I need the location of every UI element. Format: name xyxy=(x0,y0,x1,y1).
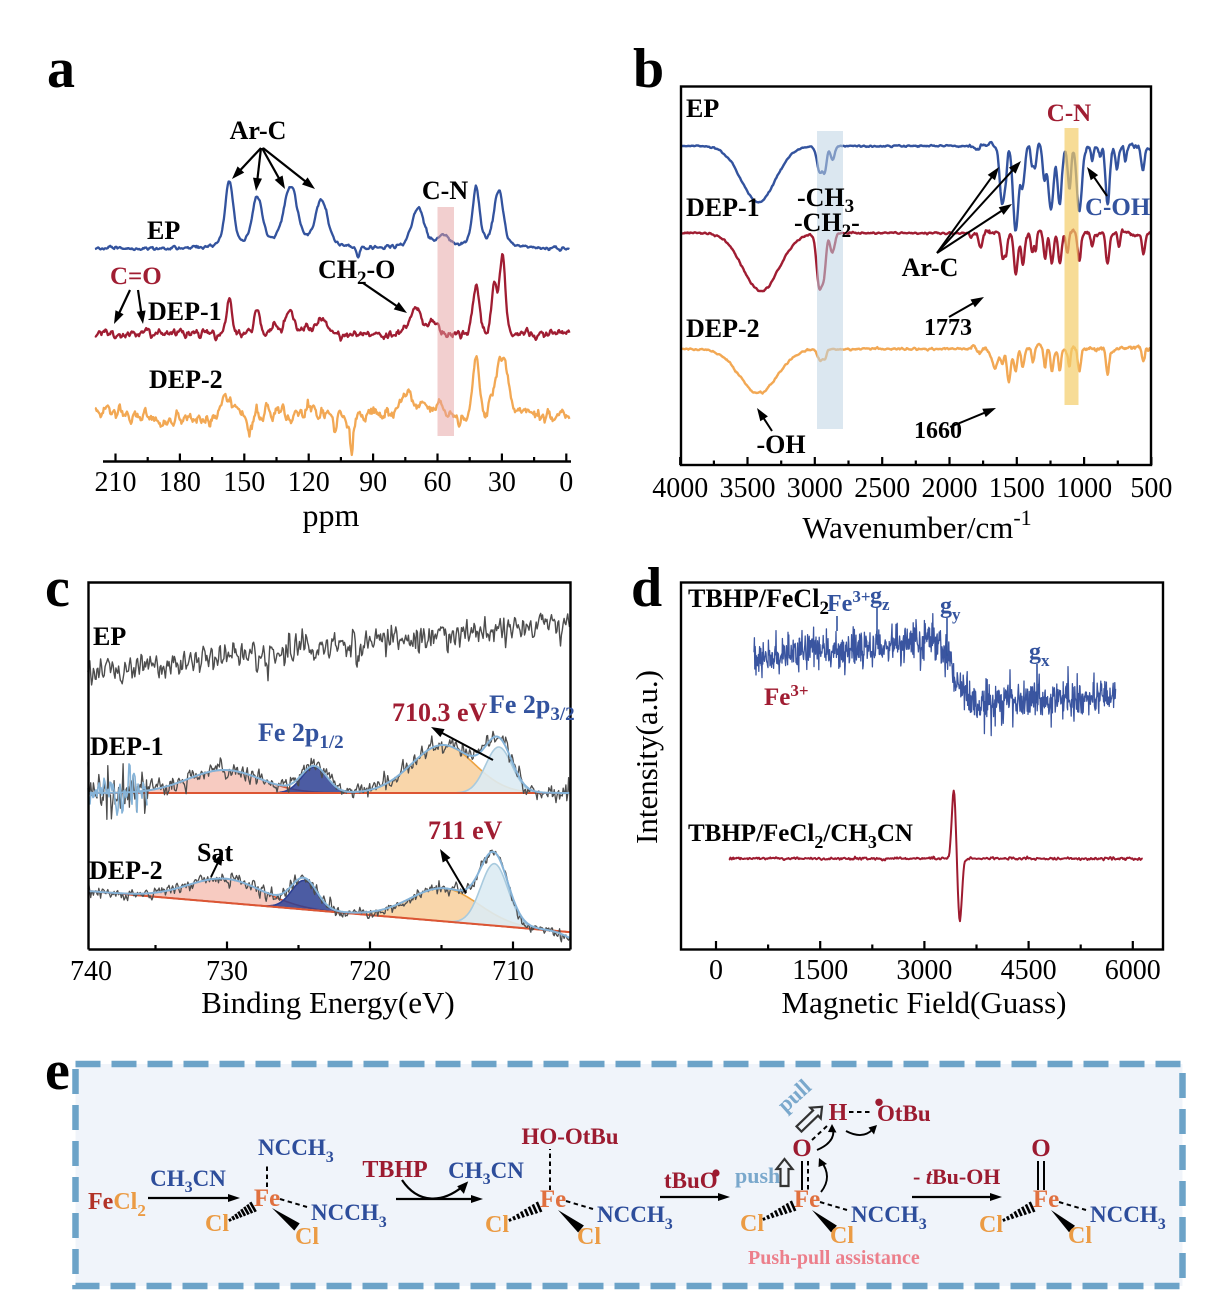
svg-text:Wavenumber/cm-1: Wavenumber/cm-1 xyxy=(802,505,1031,545)
svg-text:1500: 1500 xyxy=(792,955,848,986)
svg-text:O: O xyxy=(1031,1135,1050,1162)
svg-text:1500: 1500 xyxy=(989,473,1045,504)
svg-text:0: 0 xyxy=(559,467,573,498)
svg-text:-OH: -OH xyxy=(756,430,805,459)
svg-text:740: 740 xyxy=(70,956,112,987)
svg-text:DEP-2: DEP-2 xyxy=(89,856,163,885)
svg-text:Fe: Fe xyxy=(540,1186,566,1213)
svg-text:1773: 1773 xyxy=(924,315,972,341)
svg-text:tBuO: tBuO xyxy=(664,1168,718,1193)
svg-text:TBHP: TBHP xyxy=(362,1157,427,1183)
svg-text:Push-pull assistance: Push-pull assistance xyxy=(748,1247,920,1269)
svg-text:C-N: C-N xyxy=(422,176,468,205)
svg-text:6000: 6000 xyxy=(1105,955,1161,986)
svg-text:90: 90 xyxy=(359,467,387,498)
svg-text:C=O: C=O xyxy=(110,263,162,290)
svg-text:1660: 1660 xyxy=(914,418,962,444)
svg-text:DEP-2: DEP-2 xyxy=(149,365,223,394)
svg-text:4000: 4000 xyxy=(652,473,708,504)
svg-text:Intensity(a.u.): Intensity(a.u.) xyxy=(629,670,664,844)
svg-text:Ar-C: Ar-C xyxy=(902,253,959,282)
svg-text:Fe3+: Fe3+ xyxy=(827,587,871,617)
svg-text:a: a xyxy=(47,38,75,100)
svg-text:Fe: Fe xyxy=(1033,1186,1059,1213)
svg-text:d: d xyxy=(631,557,662,619)
svg-text:730: 730 xyxy=(206,956,248,987)
svg-text:180: 180 xyxy=(159,467,201,498)
svg-text:711 eV: 711 eV xyxy=(428,816,503,845)
svg-text:2500: 2500 xyxy=(854,473,910,504)
svg-text:-CH2-: -CH2- xyxy=(794,208,860,242)
svg-text:Cl: Cl xyxy=(205,1211,229,1237)
svg-text:FeCl2: FeCl2 xyxy=(88,1189,146,1220)
svg-text:push: push xyxy=(735,1163,780,1188)
svg-text:Cl: Cl xyxy=(1068,1223,1092,1249)
svg-text:OtBu: OtBu xyxy=(877,1101,931,1126)
svg-text:EP: EP xyxy=(686,94,719,123)
svg-text:60: 60 xyxy=(424,467,452,498)
svg-text:DEP-1: DEP-1 xyxy=(148,297,222,326)
svg-text:2000: 2000 xyxy=(922,473,978,504)
svg-text:3000: 3000 xyxy=(896,955,952,986)
svg-text:0: 0 xyxy=(709,955,723,986)
svg-text:CH2-O: CH2-O xyxy=(318,255,395,289)
svg-text:Cl: Cl xyxy=(740,1211,764,1237)
svg-text:EP: EP xyxy=(93,622,126,651)
svg-text:150: 150 xyxy=(223,467,265,498)
svg-text:EP: EP xyxy=(147,216,180,245)
svg-text:Cl: Cl xyxy=(485,1212,509,1238)
svg-text:30: 30 xyxy=(488,467,516,498)
svg-text:Fe: Fe xyxy=(254,1185,280,1212)
svg-text:b: b xyxy=(633,38,664,100)
svg-text:H: H xyxy=(829,1100,848,1126)
svg-text:3000: 3000 xyxy=(787,473,843,504)
svg-text:c: c xyxy=(45,557,70,619)
svg-text:DEP-1: DEP-1 xyxy=(90,732,164,761)
svg-text:HO-OtBu: HO-OtBu xyxy=(521,1124,618,1149)
svg-text:Cl: Cl xyxy=(830,1223,854,1249)
svg-text:Fe: Fe xyxy=(794,1186,820,1213)
svg-text:Ar-C: Ar-C xyxy=(230,116,287,145)
svg-text:ppm: ppm xyxy=(303,497,360,533)
svg-text:210: 210 xyxy=(95,467,137,498)
svg-text:4500: 4500 xyxy=(1001,955,1057,986)
svg-text:DEP-1: DEP-1 xyxy=(686,193,760,222)
svg-text:710.3 eV: 710.3 eV xyxy=(392,698,488,727)
svg-text:-CH3: -CH3 xyxy=(797,183,854,217)
svg-text:- tBu-OH: - tBu-OH xyxy=(913,1164,1000,1189)
svg-text:1000: 1000 xyxy=(1056,473,1112,504)
svg-text:e: e xyxy=(45,1040,70,1102)
svg-text:TBHP/FeCl2/CH3CN: TBHP/FeCl2/CH3CN xyxy=(688,820,913,852)
svg-text:Cl: Cl xyxy=(577,1224,601,1250)
svg-text:720: 720 xyxy=(349,956,391,987)
svg-text:O: O xyxy=(792,1135,811,1162)
svg-text:C-N: C-N xyxy=(1047,100,1091,127)
svg-text:DEP-2: DEP-2 xyxy=(686,314,760,343)
svg-text:120: 120 xyxy=(288,467,330,498)
svg-text:Cl: Cl xyxy=(979,1212,1003,1238)
svg-text:710: 710 xyxy=(492,956,534,987)
svg-text:Cl: Cl xyxy=(295,1224,319,1250)
svg-text:500: 500 xyxy=(1130,473,1172,504)
svg-text:C-OH: C-OH xyxy=(1085,194,1151,221)
svg-text:Binding Energy(eV): Binding Energy(eV) xyxy=(201,985,454,1020)
svg-text:3500: 3500 xyxy=(720,473,776,504)
svg-text:Fe3+: Fe3+ xyxy=(764,681,809,711)
svg-text:Magnetic Field(Guass): Magnetic Field(Guass) xyxy=(782,985,1067,1020)
